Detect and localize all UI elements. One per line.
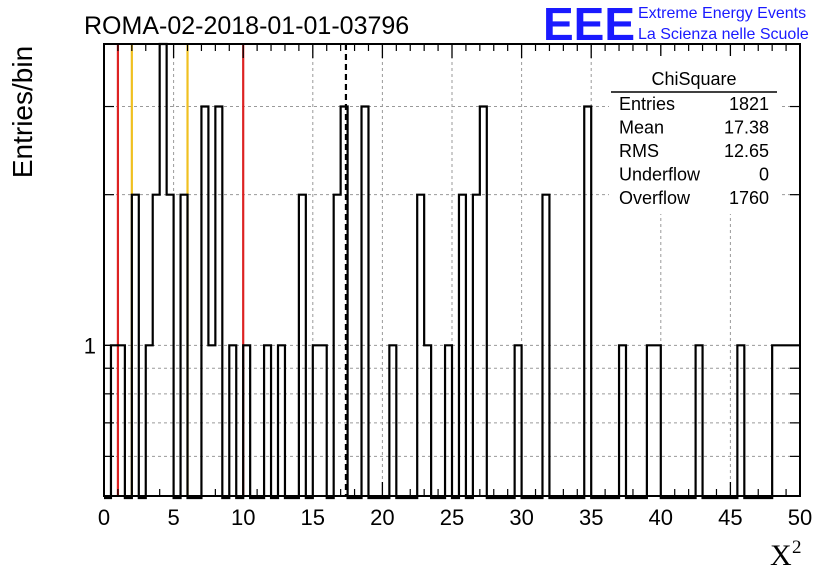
stats-row-label: Entries [619,94,675,114]
x-tick-label: 5 [167,505,179,530]
stats-box-rows: Entries 1821 Mean 17.38 RMS 12.65 Underflow 0 Ov… [619,94,769,208]
x-tick-labels: 0 5 10 15 20 25 30 35 40 45 50 [98,505,812,530]
x-tick-label: 0 [98,505,110,530]
x-tick-label: 30 [509,505,533,530]
x-tick-label: 45 [718,505,742,530]
stats-row-value: 17.38 [724,118,769,138]
eee-logo: EEE Extreme Energy Events La Scienza nel… [543,0,809,50]
x-tick-label: 20 [370,505,394,530]
stats-row-label: Underflow [619,165,701,185]
y-tick-label: 1 [84,333,96,358]
x-tick-label: 50 [788,505,812,530]
x-tick-label: 25 [440,505,464,530]
x-tick-label: 40 [649,505,673,530]
axis-ticks [103,43,801,496]
stats-box-title: ChiSquare [651,69,736,89]
stats-box-background [609,56,779,214]
x-tick-label: 10 [231,505,255,530]
y-axis-label: Entries/bin [7,46,38,178]
y-tick-labels: 1 [84,333,96,358]
stats-row-label: Overflow [619,188,691,208]
stats-row-value: 0 [759,165,769,185]
stats-box: ChiSquare Entries 1821 Mean 17.38 RMS 12.65 Un… [609,56,779,214]
stats-row-label: Mean [619,118,664,138]
stats-row-value: 1760 [729,188,769,208]
logo-mark: EEE [543,0,635,50]
stats-row-value: 1821 [729,94,769,114]
stats-row-value: 12.65 [724,141,769,161]
logo-line-2: La Scienza nelle Scuole [638,26,809,43]
x-tick-label: 35 [579,505,603,530]
histogram-outline [104,42,800,500]
x-axis-label-base: X [770,539,792,572]
x-axis-label: X 2 [770,537,802,572]
logo-line-1: Extreme Energy Events [638,5,806,22]
chart-title: ROMA-02-2018-01-01-03796 [84,12,409,40]
x-axis-label-superscript: 2 [792,537,802,558]
stats-row-label: RMS [619,141,659,161]
x-tick-label: 15 [301,505,325,530]
